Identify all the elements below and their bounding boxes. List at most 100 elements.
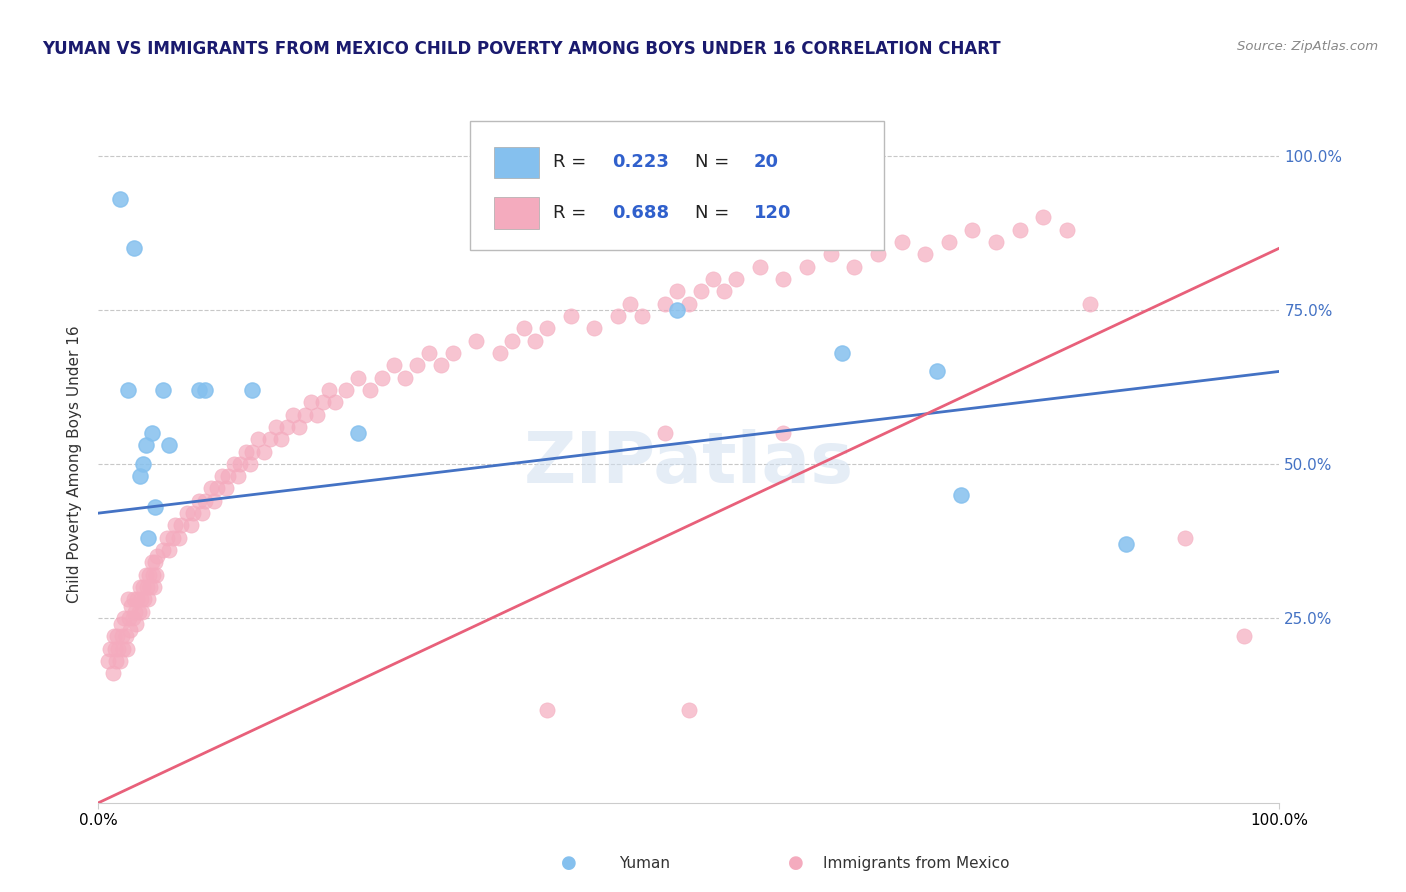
Point	[152, 383, 174, 397]
Point	[157, 438, 180, 452]
Point	[128, 580, 150, 594]
Point	[115, 641, 138, 656]
Point	[512, 321, 534, 335]
Point	[270, 432, 292, 446]
Point	[217, 469, 239, 483]
Point	[619, 296, 641, 310]
Point	[938, 235, 960, 249]
Point	[129, 592, 152, 607]
FancyBboxPatch shape	[494, 146, 538, 178]
Point	[135, 438, 157, 452]
Point	[226, 469, 249, 483]
Point	[200, 482, 222, 496]
Point	[702, 272, 724, 286]
Point	[489, 346, 512, 360]
Point	[1056, 222, 1078, 236]
Point	[1115, 537, 1137, 551]
Text: Immigrants from Mexico: Immigrants from Mexico	[823, 856, 1010, 871]
Point	[111, 629, 134, 643]
Point	[1233, 629, 1256, 643]
Point	[141, 556, 163, 570]
Point	[135, 567, 157, 582]
Point	[132, 580, 155, 594]
Point	[98, 641, 121, 656]
Text: N =: N =	[695, 204, 735, 222]
Point	[283, 408, 305, 422]
Point	[215, 482, 238, 496]
Text: 120: 120	[754, 204, 792, 222]
Text: N =: N =	[695, 153, 735, 171]
Point	[335, 383, 357, 397]
Point	[117, 383, 139, 397]
Point	[949, 488, 972, 502]
Point	[294, 408, 316, 422]
Point	[866, 247, 889, 261]
Point	[187, 493, 209, 508]
Point	[105, 654, 128, 668]
Text: YUMAN VS IMMIGRANTS FROM MEXICO CHILD POVERTY AMONG BOYS UNDER 16 CORRELATION CH: YUMAN VS IMMIGRANTS FROM MEXICO CHILD PO…	[42, 40, 1001, 58]
Point	[820, 247, 842, 261]
Point	[264, 420, 287, 434]
Point	[107, 641, 129, 656]
Point	[583, 321, 606, 335]
Point	[536, 321, 558, 335]
Point	[318, 383, 340, 397]
Point	[110, 617, 132, 632]
Point	[108, 192, 131, 206]
Point	[666, 285, 689, 299]
Text: ZIPatlas: ZIPatlas	[524, 429, 853, 499]
Point	[430, 358, 453, 372]
Point	[120, 624, 142, 638]
Point	[259, 432, 281, 446]
Text: 0.223: 0.223	[612, 153, 669, 171]
Point	[152, 543, 174, 558]
Point	[114, 629, 136, 643]
Point	[141, 425, 163, 440]
Point	[205, 482, 228, 496]
Point	[156, 531, 179, 545]
Point	[347, 425, 370, 440]
Point	[1080, 296, 1102, 310]
Point	[229, 457, 252, 471]
Point	[240, 383, 263, 397]
Point	[666, 302, 689, 317]
Point	[925, 364, 948, 378]
Point	[136, 592, 159, 607]
Point	[246, 432, 269, 446]
Point	[1174, 531, 1197, 545]
Point	[406, 358, 429, 372]
Point	[560, 309, 582, 323]
Point	[128, 605, 150, 619]
Point	[240, 444, 263, 458]
Point	[630, 309, 652, 323]
Point	[162, 531, 184, 545]
Point	[101, 666, 124, 681]
Point	[127, 592, 149, 607]
Point	[654, 425, 676, 440]
Point	[288, 420, 311, 434]
Text: ●: ●	[789, 855, 804, 872]
Point	[748, 260, 770, 274]
Point	[117, 592, 139, 607]
Point	[135, 580, 157, 594]
Point	[143, 500, 166, 514]
Point	[962, 222, 984, 236]
Point	[121, 611, 143, 625]
Point	[359, 383, 381, 397]
Point	[713, 285, 735, 299]
Point	[145, 567, 167, 582]
Point	[831, 346, 853, 360]
Point	[347, 370, 370, 384]
Point	[654, 296, 676, 310]
Point	[239, 457, 262, 471]
Point	[105, 629, 128, 643]
Point	[371, 370, 394, 384]
Y-axis label: Child Poverty Among Boys Under 16: Child Poverty Among Boys Under 16	[67, 325, 83, 603]
Point	[796, 260, 818, 274]
Point	[176, 506, 198, 520]
Point	[146, 549, 169, 564]
Point	[138, 567, 160, 582]
Point	[418, 346, 440, 360]
Text: Yuman: Yuman	[619, 856, 669, 871]
Point	[103, 629, 125, 643]
